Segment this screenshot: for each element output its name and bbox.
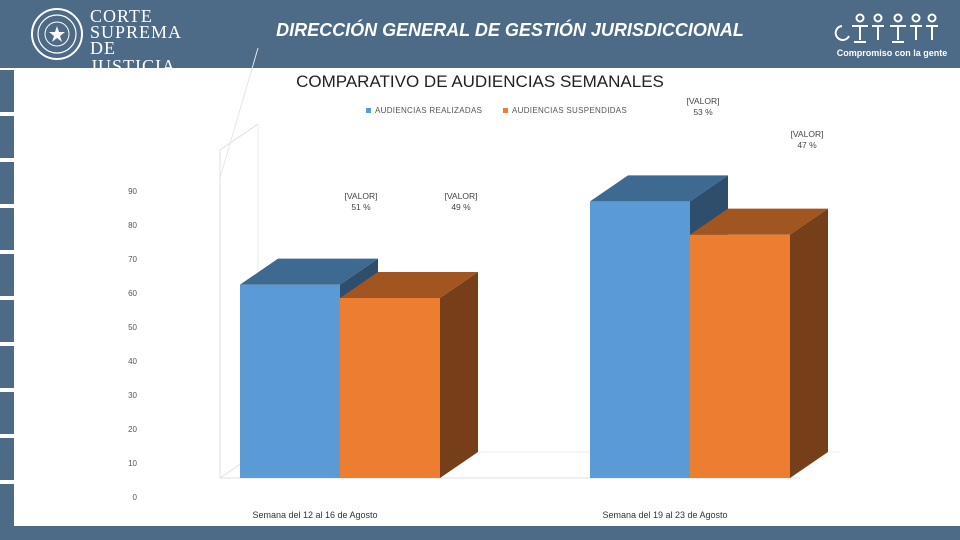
strip-block [0, 208, 14, 250]
x-category-label: Semana del 19 al 23 de Agosto [602, 510, 727, 520]
data-label: 49 % [451, 202, 471, 212]
strip-block [0, 116, 14, 158]
y-tick-label: 0 [133, 493, 138, 502]
logo-line-2: SUPREMA [90, 22, 183, 42]
y-tick-label: 70 [128, 255, 137, 264]
strip-block [0, 438, 14, 480]
strip-block [0, 346, 14, 388]
compromiso-logo: Compromiso con la gente [830, 12, 954, 64]
strip-block [0, 162, 14, 204]
y-tick-label: 20 [128, 425, 137, 434]
court-seal-icon [31, 8, 83, 60]
bar-front [690, 234, 790, 478]
corte-suprema-logo: CORTE SUPREMA DE JUSTICIA [30, 6, 205, 76]
bar-side [440, 272, 478, 478]
data-label: 51 % [351, 202, 371, 212]
legend-label-realizadas: AUDIENCIAS REALIZADAS [375, 106, 483, 115]
bar-top [690, 208, 828, 235]
y-tick-label: 10 [128, 459, 137, 468]
left-decorative-strip [0, 68, 16, 540]
logo-line-1: CORTE [90, 6, 153, 26]
bar-top [340, 272, 478, 298]
data-label: [VALOR] [687, 96, 720, 106]
y-tick-label: 30 [128, 391, 137, 400]
data-label: [VALOR] [345, 191, 378, 201]
legend-swatch-suspendidas [503, 108, 508, 114]
people-icon [834, 13, 938, 43]
logo-line-3: DE JUSTICIA [90, 38, 177, 76]
bar-top [590, 175, 728, 202]
page-title: DIRECCIÓN GENERAL DE GESTIÓN JURISDICCIO… [276, 20, 744, 40]
logo-slogan: Compromiso con la gente [836, 48, 948, 58]
legend-swatch-realizadas [366, 108, 371, 114]
y-tick-label: 60 [128, 289, 137, 298]
strip-block [0, 300, 14, 342]
legend-label-suspendidas: AUDIENCIAS SUSPENDIDAS [512, 106, 628, 115]
y-tick-label: 80 [128, 221, 137, 230]
strip-block [0, 392, 14, 434]
y-tick-label: 90 [128, 187, 137, 196]
footer-bar [0, 526, 960, 540]
strip-block [0, 70, 14, 112]
strip-block [0, 254, 14, 296]
bar-side [790, 208, 828, 478]
x-category-label: Semana del 12 al 16 de Agosto [252, 510, 377, 520]
bar-front [240, 284, 340, 478]
y-tick-label: 50 [128, 323, 137, 332]
legend-item-suspendidas: AUDIENCIAS SUSPENDIDAS [503, 106, 627, 115]
bar-front [340, 298, 440, 478]
y-tick-label: 40 [128, 357, 137, 366]
bar-top [240, 258, 378, 285]
data-label: 53 % [693, 107, 713, 117]
strip-block [0, 484, 14, 526]
data-label: [VALOR] [791, 129, 824, 139]
data-label: [VALOR] [445, 191, 478, 201]
bar-front [590, 201, 690, 479]
legend-item-realizadas: AUDIENCIAS REALIZADAS [366, 106, 482, 115]
data-label: 47 % [797, 140, 817, 150]
wall-top-edge [219, 123, 259, 151]
header-bar [0, 0, 960, 68]
chart-title: COMPARATIVO DE AUDIENCIAS SEMANALES [296, 72, 664, 91]
